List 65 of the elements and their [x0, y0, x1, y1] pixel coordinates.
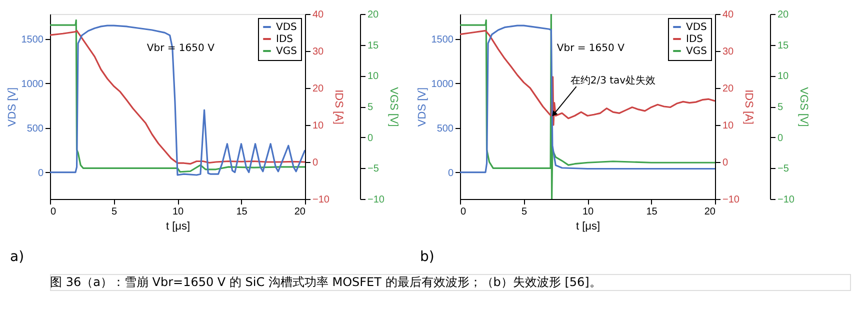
y-tick-label: 0 [448, 168, 454, 179]
legend-label: VGS [686, 46, 707, 57]
y-tick-label: 1500 [431, 34, 454, 46]
x-axis-title: t [μs] [166, 220, 190, 232]
y3-tick-label: 10 [368, 71, 380, 82]
y-tick-label: 1500 [21, 34, 44, 46]
y-axis-title: VDS [V] [416, 87, 428, 127]
y2-tick-label: 40 [722, 10, 734, 20]
y3-tick-label: 20 [778, 10, 790, 20]
line-series [460, 24, 715, 174]
y3-tick-label: −10 [368, 194, 385, 206]
y2-tick-label: 10 [722, 120, 734, 132]
x-tick-label: 0 [50, 206, 56, 218]
x-tick-label: 15 [236, 206, 248, 218]
y2-tick-label: 0 [312, 158, 318, 168]
y3-tick-label: 15 [368, 40, 380, 52]
y3-axis-title: VGS [V] [387, 87, 400, 127]
y-axis-title: VDS [V] [6, 87, 18, 127]
y-tick-label: 500 [436, 123, 454, 134]
x-tick-label: 15 [646, 206, 658, 218]
legend-label: IDS [686, 34, 703, 45]
y2-tick-label: 40 [312, 10, 324, 20]
y3-tick-label: 5 [368, 102, 374, 113]
x-tick-label: 10 [582, 206, 594, 218]
legend-label: IDS [276, 34, 293, 45]
y2-tick-label: −10 [722, 194, 740, 206]
y3-tick-label: −5 [368, 164, 380, 175]
y2-axis-title: IDS [A] [742, 90, 754, 124]
annotation: 在约2/3 tav处失效 [570, 74, 656, 87]
caption: 图 36（a）：雪崩 Vbr=1650 V 的 SiC 沟槽式功率 MOSFET 的最后有效波形；（b）失效波形 [56]。 [50, 275, 602, 289]
y3-tick-label: 15 [778, 40, 790, 52]
y2-tick-label: 0 [722, 158, 728, 168]
y2-tick-label: 20 [312, 84, 324, 94]
y3-tick-label: 0 [778, 132, 784, 144]
y3-tick-label: −10 [778, 194, 795, 206]
x-tick-label: 20 [704, 206, 716, 218]
y3-axis-title: VGS [V] [797, 87, 810, 127]
x-tick-label: 0 [460, 206, 466, 218]
legend-label: VDS [686, 22, 707, 33]
legend-label: VGS [276, 46, 297, 57]
x-tick-label: 5 [111, 206, 118, 218]
y3-tick-label: 5 [778, 102, 784, 113]
y3-tick-label: 20 [368, 10, 380, 20]
annotation: Vbr = 1650 V [556, 43, 625, 54]
x-tick-label: 5 [521, 206, 528, 218]
y3-tick-label: 0 [368, 132, 374, 144]
y2-axis-title: IDS [A] [332, 90, 344, 124]
y-tick-label: 1000 [21, 78, 44, 90]
y-tick-label: 1000 [431, 78, 454, 90]
y3-tick-label: 10 [778, 71, 790, 82]
y2-tick-label: 30 [722, 46, 734, 58]
y3-tick-label: −5 [778, 164, 790, 175]
y-tick-label: 500 [26, 123, 44, 134]
legend-label: VDS [276, 22, 297, 33]
line-series [460, 30, 715, 126]
text: a) [10, 249, 24, 265]
y2-tick-label: 10 [312, 120, 324, 132]
y-tick-label: 0 [38, 168, 44, 179]
text: b) [420, 249, 434, 265]
x-axis-title: t [μs] [576, 220, 600, 232]
y2-tick-label: 20 [722, 84, 734, 94]
x-tick-label: 20 [294, 206, 306, 218]
y2-tick-label: −10 [312, 194, 330, 206]
x-tick-label: 10 [172, 206, 184, 218]
y2-tick-label: 30 [312, 46, 324, 58]
